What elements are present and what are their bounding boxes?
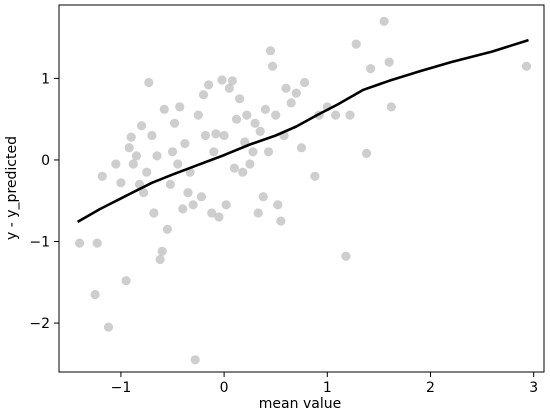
data-point-46 [221,200,231,210]
data-point-24 [165,179,175,189]
data-point-34 [190,355,200,365]
data-point-65 [271,110,281,120]
data-point-35 [193,110,203,120]
data-point-56 [248,147,258,157]
data-point-41 [209,147,219,157]
x-tick-label: 3 [529,380,538,396]
data-point-4 [97,171,107,181]
data-point-84 [384,57,394,67]
data-point-8 [124,143,134,153]
x-tick-label: −1 [111,380,132,396]
data-point-54 [242,110,252,120]
data-point-47 [224,83,234,93]
data-point-6 [116,178,126,188]
data-point-63 [265,46,276,56]
data-point-45 [219,130,229,141]
data-point-37 [198,90,209,100]
data-point-80 [351,39,361,49]
data-point-39 [204,80,214,90]
y-tick-label: 1 [41,71,50,87]
data-point-21 [157,246,167,256]
data-point-48 [227,76,237,86]
data-point-31 [183,188,193,198]
data-point-33 [188,200,198,210]
data-point-49 [229,163,239,173]
data-point-30 [180,139,190,149]
data-point-22 [159,104,169,114]
data-point-10 [128,159,138,169]
data-point-44 [217,75,227,85]
data-point-11 [131,151,141,161]
data-point-23 [162,224,172,234]
data-point-70 [286,98,296,108]
data-point-42 [211,129,221,139]
data-point-73 [300,77,310,88]
data-point-79 [345,110,355,120]
data-point-17 [147,130,157,141]
data-point-13 [137,121,147,131]
data-point-20 [155,254,165,265]
y-tick-label: 0 [41,153,50,169]
data-point-81 [361,148,372,158]
data-point-72 [296,143,307,153]
data-point-43 [214,212,224,222]
y-axis-label: y - y_predicted [4,136,20,240]
data-point-86 [521,61,532,71]
data-point-66 [273,200,283,210]
x-axis-ticks: −1 0 1 2 3 [111,372,538,396]
data-point-58 [253,208,263,218]
data-point-28 [175,102,185,112]
data-point-1 [92,238,102,248]
data-point-0 [75,238,85,248]
y-tick-label: −2 [29,316,50,332]
data-point-64 [268,61,278,71]
data-point-7 [121,276,131,286]
data-point-15 [142,167,152,177]
plot-area [58,4,545,373]
data-point-67 [276,216,286,226]
data-point-18 [149,208,159,218]
data-point-3 [103,322,114,332]
data-point-16 [144,77,154,88]
data-point-77 [331,110,341,120]
data-point-74 [310,171,320,181]
data-point-25 [167,147,178,157]
trend-line-layer [76,38,529,224]
data-point-29 [178,204,188,214]
data-point-27 [173,159,183,169]
data-point-5 [111,159,121,169]
y-axis-ticks: −2 −1 0 1 [29,71,59,332]
data-point-55 [245,159,255,169]
x-tick-label: 2 [426,380,435,396]
data-point-51 [235,94,245,104]
data-point-82 [366,64,376,74]
data-point-59 [255,126,265,136]
data-point-69 [281,83,291,93]
x-tick-label: 1 [323,380,332,396]
data-point-62 [263,147,274,157]
data-point-57 [250,118,260,128]
y-tick-label: −1 [29,235,50,251]
data-point-52 [238,167,248,177]
data-point-38 [200,130,211,141]
scatter-points [75,16,532,365]
data-point-9 [126,132,136,142]
x-tick-label: 0 [220,380,229,396]
data-point-85 [386,102,396,112]
data-point-14 [139,188,149,198]
data-point-40 [207,208,217,218]
x-axis-label: mean value [259,396,341,412]
data-point-26 [170,118,180,128]
data-point-2 [90,289,100,300]
data-point-50 [231,114,242,124]
data-point-61 [260,104,270,114]
data-point-19 [152,151,162,161]
data-point-71 [291,88,301,98]
data-point-60 [258,192,268,202]
trend-line [76,38,529,224]
data-point-36 [196,192,206,202]
data-point-78 [341,251,351,261]
data-point-83 [379,16,389,26]
